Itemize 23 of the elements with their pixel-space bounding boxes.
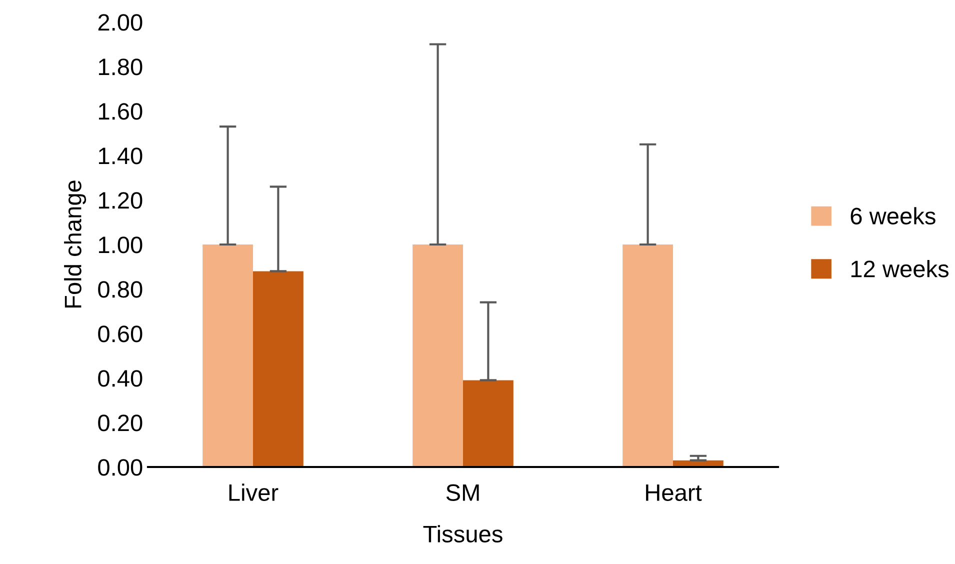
y-tick-label: 2.00 (98, 14, 142, 31)
y-tick-label: 1.40 (98, 148, 142, 164)
y-tick-label: 1.00 (98, 236, 142, 254)
bar (622, 244, 673, 467)
x-tick-label: Heart (646, 484, 702, 502)
y-tick-label: 1.60 (98, 103, 142, 120)
bar (463, 380, 514, 467)
y-axis-title: Fold change (64, 180, 86, 308)
y-tick-label: 1.80 (98, 58, 142, 76)
bar (412, 244, 463, 467)
legend-label: 6 weeks (850, 207, 936, 224)
bar (202, 244, 253, 467)
bar (253, 271, 304, 467)
x-tick-label: Liver (229, 484, 278, 502)
y-tick-label: 0.00 (98, 459, 142, 476)
y-tick-label: 0.60 (98, 326, 142, 342)
x-axis-title: Tissues (423, 525, 502, 542)
legend-label: 12 weeks (851, 260, 949, 278)
y-tick-label: 0.20 (98, 414, 142, 432)
y-tick-label: 0.40 (98, 370, 142, 387)
y-tick-label: 1.20 (98, 192, 142, 209)
x-tick-label: SM (446, 484, 479, 502)
y-tick-label: 0.80 (98, 281, 142, 298)
